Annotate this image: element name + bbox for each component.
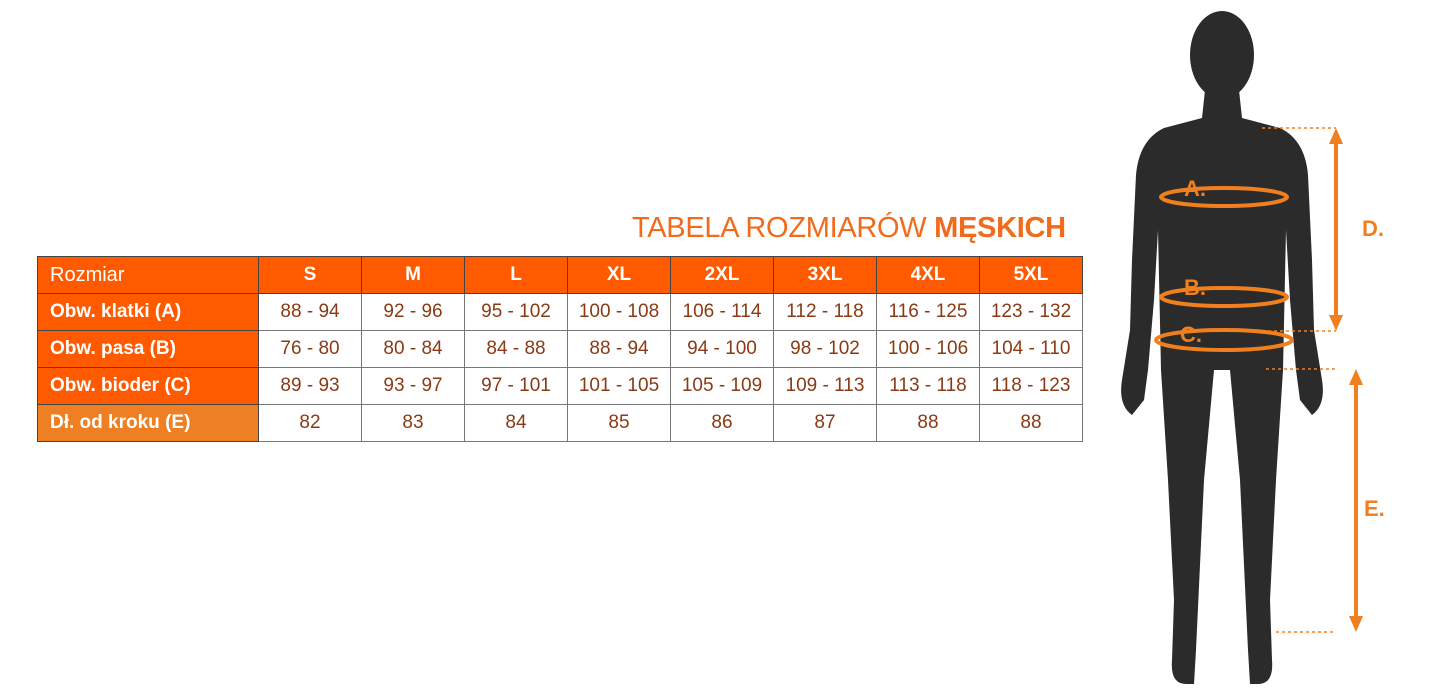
size-table: Rozmiar S M L XL 2XL 3XL 4XL 5XL Obw. kl… <box>37 256 1083 442</box>
table-cell: 80 - 84 <box>361 330 465 368</box>
table-row: Obw. bioder (C) 89 - 93 93 - 97 97 - 101 101… <box>37 367 1083 405</box>
table-cell: 116 - 125 <box>876 293 980 331</box>
label-b: B. <box>1184 275 1206 300</box>
table-cell: 106 - 114 <box>670 293 774 331</box>
table-cell: 89 - 93 <box>258 367 362 405</box>
header-size: 5XL <box>979 256 1083 294</box>
table-cell: 100 - 106 <box>876 330 980 368</box>
table-cell: 113 - 118 <box>876 367 980 405</box>
label-e: E. <box>1364 496 1385 521</box>
label-d: D. <box>1362 216 1384 241</box>
header-size: L <box>464 256 568 294</box>
table-row: Dł. od kroku (E) 82 83 84 85 86 87 88 88 <box>37 404 1083 442</box>
header-size: M <box>361 256 465 294</box>
table-cell: 93 - 97 <box>361 367 465 405</box>
table-cell: 94 - 100 <box>670 330 774 368</box>
table-cell: 95 - 102 <box>464 293 568 331</box>
header-size: S <box>258 256 362 294</box>
silhouette <box>1121 11 1323 684</box>
row-label: Obw. klatki (A) <box>37 293 259 331</box>
table-cell: 98 - 102 <box>773 330 877 368</box>
title-normal: TABELA ROZMIARÓW <box>632 212 935 244</box>
label-a: A. <box>1184 176 1206 201</box>
table-cell: 88 - 94 <box>567 330 671 368</box>
ring-c <box>1154 328 1294 352</box>
table-cell: 86 <box>670 404 774 442</box>
table-cell: 118 - 123 <box>979 367 1083 405</box>
label-c: C. <box>1180 322 1202 347</box>
page-title: TABELA ROZMIARÓW MĘSKICH <box>632 212 1066 245</box>
table-cell: 92 - 96 <box>361 293 465 331</box>
row-label: Dł. od kroku (E) <box>37 404 259 442</box>
table-cell: 87 <box>773 404 877 442</box>
row-label: Obw. bioder (C) <box>37 367 259 405</box>
table-header-row: Rozmiar S M L XL 2XL 3XL 4XL 5XL <box>37 256 1083 294</box>
table-cell: 109 - 113 <box>773 367 877 405</box>
table-cell: 85 <box>567 404 671 442</box>
table-cell: 101 - 105 <box>567 367 671 405</box>
ring-b <box>1159 286 1289 308</box>
table-cell: 82 <box>258 404 362 442</box>
title-bold: MĘSKICH <box>934 212 1066 244</box>
table-cell: 88 <box>876 404 980 442</box>
table-cell: 97 - 101 <box>464 367 568 405</box>
row-label: Obw. pasa (B) <box>37 330 259 368</box>
table-cell: 83 <box>361 404 465 442</box>
table-cell: 123 - 132 <box>979 293 1083 331</box>
guide-lines <box>1262 127 1336 633</box>
table-cell: 76 - 80 <box>258 330 362 368</box>
header-size: XL <box>567 256 671 294</box>
table-cell: 88 <box>979 404 1083 442</box>
body-silhouette-figure: A. B. C. D. E. <box>1121 11 1385 684</box>
table-cell: 104 - 110 <box>979 330 1083 368</box>
table-row: Obw. pasa (B) 76 - 80 80 - 84 84 - 88 88 - 9… <box>37 330 1083 368</box>
measurement-rings <box>1154 186 1294 352</box>
table-cell: 88 - 94 <box>258 293 362 331</box>
table-cell: 100 - 108 <box>567 293 671 331</box>
header-size: 2XL <box>670 256 774 294</box>
header-size: 4XL <box>876 256 980 294</box>
table-row: Obw. klatki (A) 88 - 94 92 - 96 95 - 102 100… <box>37 293 1083 331</box>
ring-a <box>1159 186 1289 208</box>
height-arrows <box>1329 128 1363 632</box>
table-cell: 84 <box>464 404 568 442</box>
header-corner: Rozmiar <box>37 256 259 294</box>
table-cell: 112 - 118 <box>773 293 877 331</box>
table-cell: 105 - 109 <box>670 367 774 405</box>
header-size: 3XL <box>773 256 877 294</box>
table-cell: 84 - 88 <box>464 330 568 368</box>
